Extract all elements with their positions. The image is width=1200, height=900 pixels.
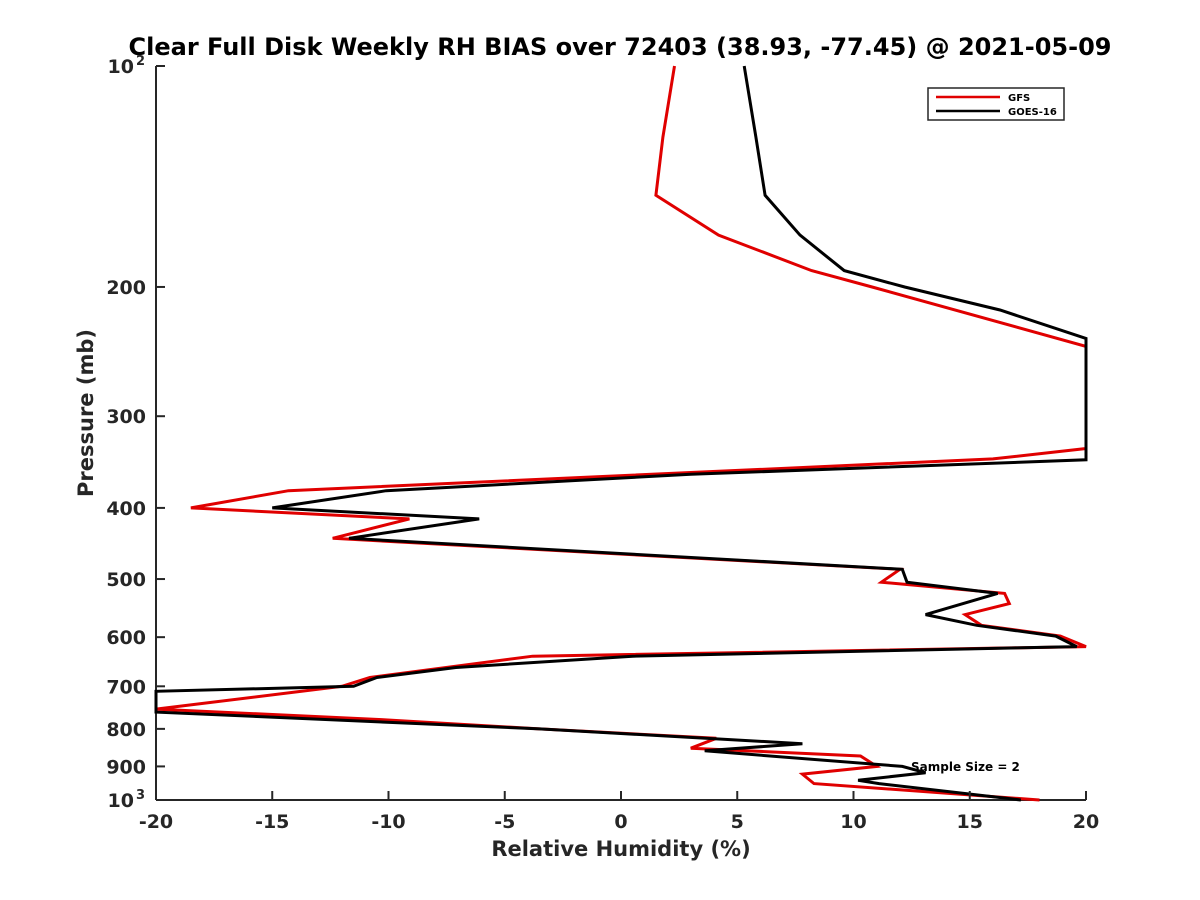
- x-tick-label: -15: [255, 811, 289, 833]
- series-line-goes-16: [154, 65, 1088, 802]
- y-tick-label: 600: [106, 627, 146, 649]
- y-tick-label: 400: [106, 498, 146, 520]
- legend-label-goes-16: GOES-16: [1008, 107, 1057, 118]
- plot-area: -20 -15 -10 -5 0 5 10 15 20 10 220030040050060070…: [106, 54, 1099, 833]
- y-tick-exponent: 3: [136, 788, 145, 803]
- x-axis-ticks: -20 -15 -10 -5 0 5 10 15 20: [139, 791, 1099, 833]
- x-tick-label: 0: [614, 811, 627, 833]
- x-tick-label: 5: [731, 811, 744, 833]
- legend-label-gfs: GFS: [1008, 93, 1030, 104]
- sample-size-annotation: Sample Size = 2: [911, 760, 1020, 774]
- y-tick-label: 900: [106, 756, 146, 778]
- y-tick-label: 800: [106, 719, 146, 741]
- x-axis-label: Relative Humidity (%): [491, 837, 750, 861]
- chart-title: Clear Full Disk Weekly RH BIAS over 7240…: [129, 33, 1112, 61]
- y-tick-label: 200: [106, 277, 146, 299]
- x-tick-label: 20: [1073, 811, 1099, 833]
- y-tick-label: 700: [106, 676, 146, 698]
- series-layer: [154, 65, 1088, 802]
- x-tick-label: 15: [957, 811, 983, 833]
- x-tick-label: -20: [139, 811, 173, 833]
- x-tick-label: 10: [840, 811, 866, 833]
- y-tick-label: 500: [106, 569, 146, 591]
- legend: GFS GOES-16: [927, 87, 1065, 121]
- y-tick-label: 300: [106, 406, 146, 428]
- y-tick-label: 10: [108, 790, 134, 812]
- y-tick-exponent: 2: [136, 54, 145, 69]
- x-tick-label: -10: [371, 811, 405, 833]
- series-line-gfs: [155, 65, 1088, 802]
- legend-box: [927, 87, 1065, 121]
- y-axis-label: Pressure (mb): [74, 329, 98, 497]
- x-tick-label: -5: [494, 811, 515, 833]
- y-tick-label: 10: [108, 56, 134, 78]
